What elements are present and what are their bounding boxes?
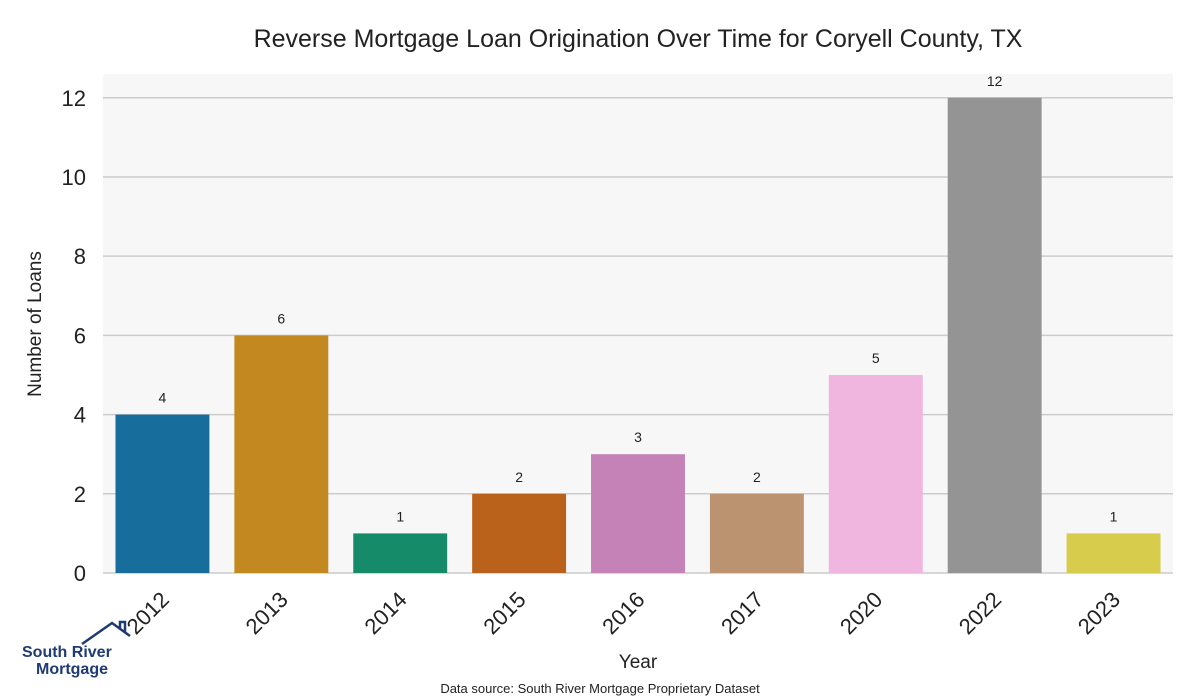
bar	[828, 374, 923, 573]
x-tick-label: 2016	[597, 587, 649, 639]
bar-value-label: 1	[1110, 508, 1118, 524]
y-axis-label: Number of Loans	[25, 251, 46, 397]
y-tick-label: 6	[74, 323, 86, 348]
bar-value-label: 5	[872, 350, 880, 366]
bar-value-label: 1	[396, 508, 404, 524]
y-tick-label: 12	[62, 86, 86, 111]
bar	[472, 493, 567, 573]
house-roof-icon	[81, 620, 131, 646]
y-tick-label: 10	[62, 165, 86, 190]
y-axis-ticks: 0 2 4 6 8 10 12	[62, 86, 86, 586]
bar-value-label: 4	[159, 390, 167, 406]
bar	[234, 335, 329, 573]
x-tick-label: 2017	[716, 587, 768, 639]
x-tick-label: 2015	[478, 587, 530, 639]
bar	[1066, 533, 1161, 573]
bar	[353, 533, 448, 573]
bar-value-label: 2	[515, 469, 523, 485]
bar-value-label: 6	[277, 310, 285, 326]
x-axis-ticks: 2012 2013 2014 2015 2016 2017 2020 2022 2023	[122, 587, 1125, 639]
bar	[115, 414, 210, 573]
y-tick-label: 4	[74, 403, 86, 428]
bars	[115, 97, 1161, 573]
bar	[591, 454, 685, 573]
y-tick-label: 8	[74, 244, 86, 269]
y-tick-label: 2	[74, 482, 86, 507]
data-source-note: Data source: South River Mortgage Propri…	[440, 681, 760, 696]
logo-line1: South River	[22, 644, 112, 661]
bar-value-label: 12	[987, 73, 1003, 89]
bar-value-label: 3	[634, 429, 642, 445]
bar-value-label: 2	[753, 469, 761, 485]
x-tick-label: 2020	[835, 587, 887, 639]
x-tick-label: 2013	[241, 587, 293, 639]
south-river-mortgage-logo: South River Mortgage	[22, 620, 131, 680]
bar	[947, 97, 1042, 573]
x-tick-label: 2014	[359, 587, 411, 639]
chart-title: Reverse Mortgage Loan Origination Over T…	[254, 25, 1023, 53]
x-axis-label: Year	[619, 652, 658, 673]
y-tick-label: 0	[74, 561, 86, 586]
bar	[709, 493, 804, 573]
logo-line2: Mortgage	[36, 661, 108, 678]
x-tick-label: 2023	[1073, 587, 1125, 639]
x-tick-label: 2022	[954, 587, 1006, 639]
